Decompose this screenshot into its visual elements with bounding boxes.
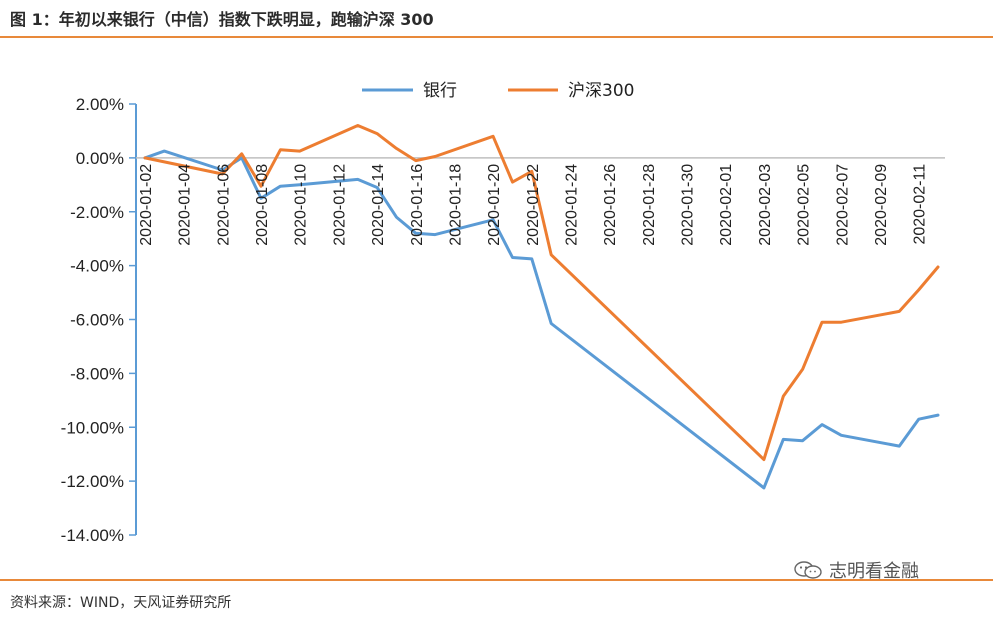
x-tick-label: 2020-02-11 [912, 164, 929, 245]
x-tick-label: 2020-01-02 [138, 164, 155, 246]
line-chart: 银行 沪深300 2.00% 0.00% -2.00% -4.00% -6.00% -8.0… [61, 81, 945, 545]
legend: 银行 沪深300 [362, 81, 634, 101]
x-tick-label: 2020-01-20 [486, 164, 503, 246]
top-rule [0, 36, 993, 38]
x-tick-label: 2020-01-12 [331, 164, 348, 246]
y-tick-label: -14.00% [61, 526, 124, 545]
y-axis-ticks: 2.00% 0.00% -2.00% -4.00% -6.00% -8.00% -10.00… [61, 95, 124, 545]
legend-label-1: 银行 [423, 81, 457, 101]
figure-title: 图 1：年初以来银行（中信）指数下跌明显，跑输沪深 300 [10, 10, 434, 29]
y-tick-label: 2.00% [76, 95, 124, 114]
x-axis-tick-labels: 2020-01-02 2020-01-04 2020-01-06 2020-01-08… [138, 164, 929, 246]
x-tick-label: 2020-02-09 [873, 164, 890, 246]
y-tick-label: -6.00% [70, 311, 124, 330]
bottom-rule [0, 579, 993, 581]
y-tick-label: -10.00% [61, 418, 124, 437]
x-tick-label: 2020-01-18 [447, 164, 464, 246]
x-tick-label: 2020-01-24 [564, 164, 581, 246]
x-tick-label: 2020-01-30 [680, 164, 697, 246]
legend-label-2: 沪深300 [568, 81, 634, 101]
wechat-icon [794, 561, 822, 579]
y-tick-label: -8.00% [70, 364, 124, 383]
x-tick-label: 2020-01-14 [370, 164, 387, 246]
series-layer [143, 124, 940, 490]
x-tick-label: 2020-02-03 [757, 164, 774, 246]
x-tick-label: 2020-01-28 [641, 164, 658, 246]
y-tick-label: -2.00% [70, 203, 124, 222]
x-tick-label: 2020-01-10 [293, 164, 310, 246]
series-line-2 [143, 124, 940, 462]
source-note: 资料来源：WIND，天风证券研究所 [10, 595, 232, 611]
x-tick-label: 2020-02-07 [834, 164, 851, 246]
x-tick-label: 2020-01-06 [215, 164, 232, 246]
y-tick-label: -4.00% [70, 257, 124, 276]
y-tick-label: -12.00% [61, 472, 124, 491]
y-gridlines [129, 103, 136, 536]
x-tick-label: 2020-01-26 [602, 164, 619, 246]
x-tick-label: 2020-01-04 [177, 164, 194, 246]
x-tick-label: 2020-01-22 [525, 164, 542, 246]
watermark: 志明看金融 [793, 557, 919, 583]
series-line-1 [143, 149, 940, 490]
x-tick-label: 2020-01-16 [409, 164, 426, 246]
y-tick-label: 0.00% [76, 149, 124, 168]
x-tick-label: 2020-02-05 [796, 164, 813, 246]
watermark-text: 志明看金融 [829, 561, 919, 582]
x-tick-label: 2020-01-08 [254, 164, 271, 246]
x-tick-label: 2020-02-01 [718, 164, 735, 246]
